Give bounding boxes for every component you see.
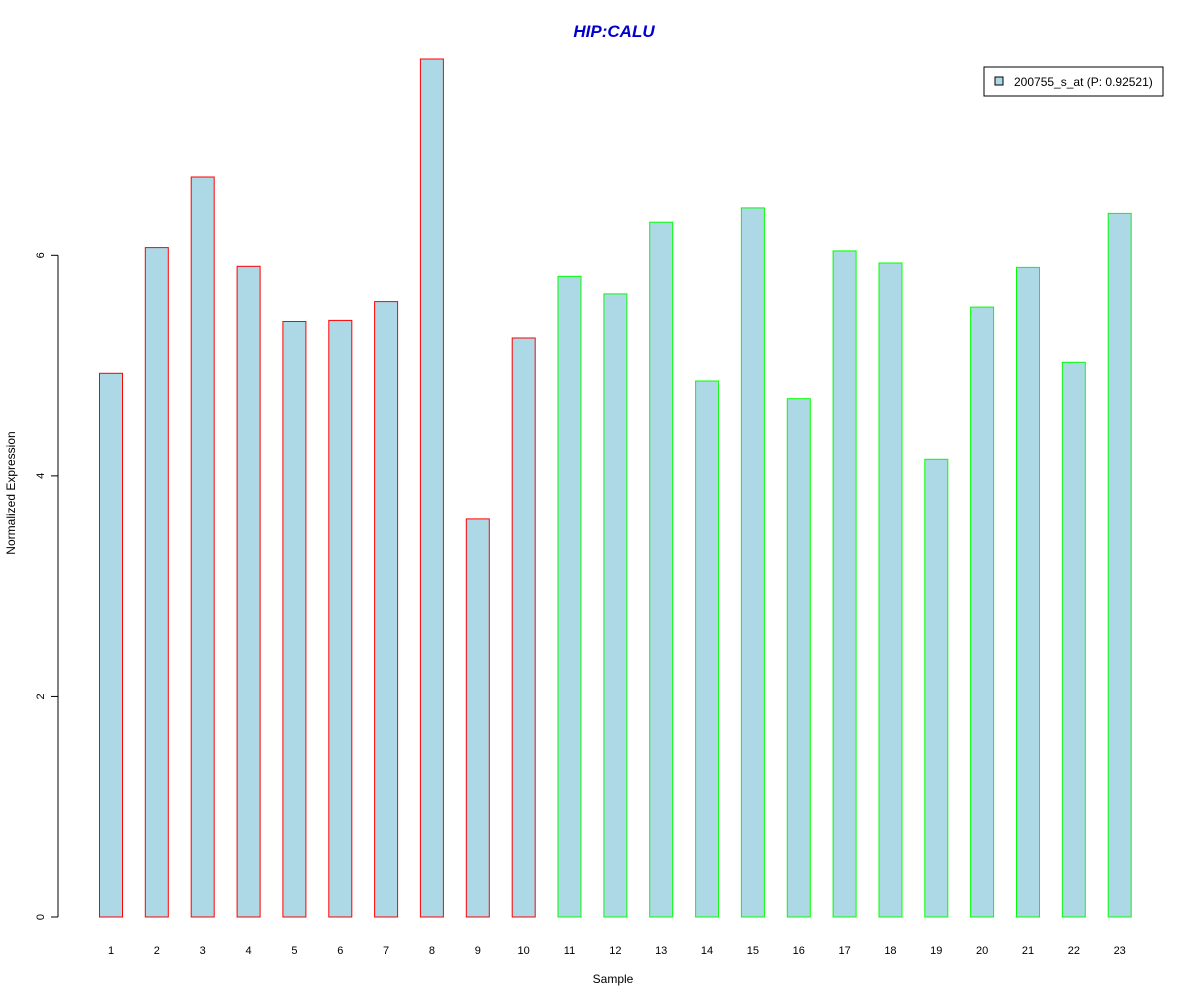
bar-sample-16 <box>786 398 811 918</box>
bar-sample-18 <box>878 262 903 918</box>
bar-sample-4 <box>236 265 261 918</box>
bar-sample-3 <box>190 176 215 918</box>
y-tick-label: 4 <box>35 473 47 479</box>
bar-sample-21 <box>1016 266 1040 918</box>
bar-sample-9 <box>465 518 490 918</box>
bar-sample-22 <box>1061 361 1086 918</box>
x-tick-label: 13 <box>655 945 667 957</box>
bar-sample-7 <box>374 301 399 918</box>
x-tick-label: 12 <box>609 945 621 957</box>
x-tick-label: 21 <box>1022 945 1034 957</box>
bar-sample-20 <box>970 306 995 918</box>
y-axis-label: Normalized Expression <box>4 431 18 554</box>
y-tick-label: 6 <box>35 252 47 258</box>
x-tick-label: 2 <box>154 945 160 957</box>
y-tick-label: 2 <box>35 693 47 699</box>
legend-swatch <box>994 76 1004 86</box>
x-tick-label: 19 <box>930 945 942 957</box>
x-tick-label: 18 <box>884 945 896 957</box>
x-tick-label: 10 <box>518 945 530 957</box>
chart-title: HIP:CALU <box>573 22 655 41</box>
x-tick-label: 8 <box>429 945 435 957</box>
x-tick-label: 6 <box>337 945 343 957</box>
x-tick-label: 11 <box>564 945 575 957</box>
bar-sample-8 <box>419 58 444 918</box>
x-tick-label: 1 <box>108 945 114 957</box>
y-axis: 0 2 4 6 <box>35 252 59 920</box>
bar-sample-1 <box>99 372 123 918</box>
bar-sample-6 <box>328 319 353 918</box>
x-tick-label: 5 <box>291 945 297 957</box>
bar-sample-11 <box>557 275 582 918</box>
x-tick-label: 16 <box>793 945 805 957</box>
bar-sample-19 <box>924 458 949 918</box>
bar-sample-10 <box>511 337 536 918</box>
bars <box>99 58 1132 918</box>
bar-sample-13 <box>649 221 674 918</box>
x-tick-label: 7 <box>383 945 389 957</box>
bar-sample-23 <box>1107 212 1132 918</box>
bar-sample-17 <box>832 250 857 918</box>
bar-sample-15 <box>740 207 765 918</box>
x-tick-label: 9 <box>475 945 481 957</box>
y-tick-label: 0 <box>35 914 47 920</box>
x-tick-label: 17 <box>838 945 850 957</box>
x-tick-label: 20 <box>976 945 988 957</box>
x-axis-labels: 1 2 3 4 5 6 7 8 9 10 11 12 13 14 15 16 17 18 19 20 21 22 23 <box>108 945 1126 957</box>
bar-sample-2 <box>144 247 169 918</box>
legend-box <box>983 66 1164 97</box>
x-tick-label: 15 <box>747 945 759 957</box>
x-tick-label: 4 <box>245 945 251 957</box>
bar-sample-5 <box>282 321 307 918</box>
x-axis-label: Sample <box>593 972 634 986</box>
legend-label: 200755_s_at (P: 0.92521) <box>1014 75 1153 89</box>
legend: 200755_s_at (P: 0.92521) <box>983 66 1164 97</box>
bar-sample-12 <box>603 293 628 918</box>
x-tick-label: 22 <box>1068 945 1080 957</box>
bar-sample-14 <box>695 380 720 918</box>
x-tick-label: 14 <box>701 945 713 957</box>
x-tick-label: 3 <box>200 945 206 957</box>
x-tick-label: 23 <box>1114 945 1126 957</box>
